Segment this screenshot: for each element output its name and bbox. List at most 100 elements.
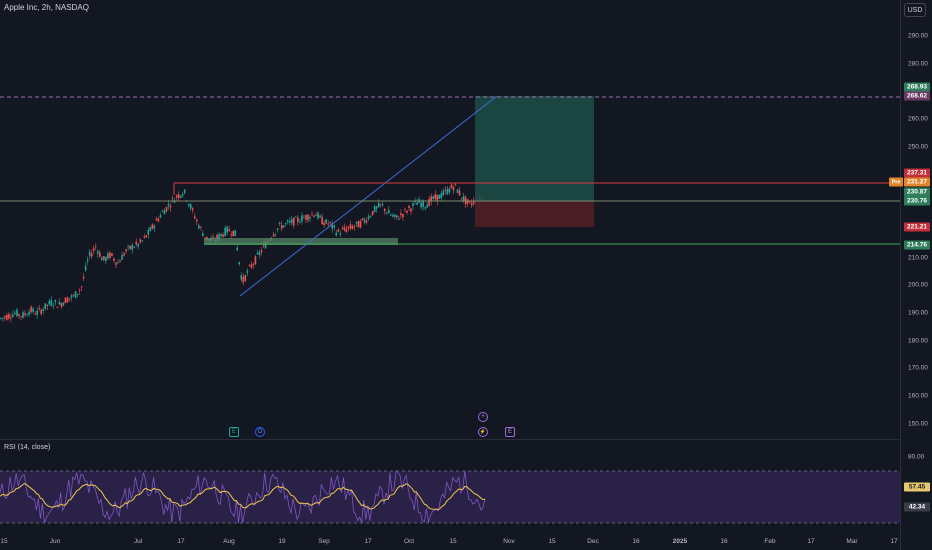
candle-body bbox=[191, 208, 194, 211]
candle-body bbox=[175, 195, 178, 198]
candle-body bbox=[430, 196, 433, 202]
candle-body bbox=[278, 223, 281, 225]
candle-body bbox=[280, 224, 283, 230]
lightning-event-icon[interactable]: ⚡ bbox=[478, 427, 488, 437]
candle-body bbox=[105, 257, 107, 262]
candle-body bbox=[16, 309, 18, 317]
candle-body bbox=[365, 220, 368, 223]
candle-body bbox=[179, 195, 182, 198]
candle-body bbox=[444, 189, 447, 191]
candle-body bbox=[264, 242, 267, 249]
candle-body bbox=[274, 233, 277, 235]
dividend-marker[interactable]: D bbox=[255, 427, 265, 437]
rsi-title[interactable]: RSI (14, close) bbox=[4, 444, 51, 451]
candle-body bbox=[167, 204, 170, 207]
support-zone bbox=[204, 238, 398, 245]
candle-body bbox=[379, 203, 382, 205]
candle-body bbox=[117, 262, 119, 264]
candle-body bbox=[113, 258, 115, 261]
candle-body bbox=[92, 248, 95, 251]
candle-body bbox=[394, 214, 396, 217]
candle-body bbox=[6, 314, 8, 320]
candle-body bbox=[90, 253, 93, 257]
candle-body bbox=[470, 202, 473, 206]
time-axis-label: Oct bbox=[403, 538, 415, 545]
candle-body bbox=[426, 204, 428, 208]
candle-body bbox=[305, 214, 307, 220]
candle-body bbox=[145, 235, 148, 238]
candle-body bbox=[361, 218, 364, 220]
candle-body bbox=[196, 219, 198, 222]
price-axis-label: 210.00 bbox=[908, 254, 928, 262]
candle-body bbox=[468, 201, 471, 203]
candle-body bbox=[169, 206, 172, 208]
symbol-title[interactable]: Apple Inc, 2h, NASDAQ bbox=[4, 3, 89, 12]
candle-body bbox=[0, 318, 2, 319]
candle-body bbox=[52, 305, 55, 307]
time-axis-label: Nov bbox=[503, 538, 515, 545]
candle-body bbox=[299, 221, 301, 223]
candle-body bbox=[402, 214, 404, 218]
candle-body bbox=[367, 216, 370, 219]
earnings-marker-upcoming[interactable]: E bbox=[505, 427, 515, 437]
candle-body bbox=[244, 275, 247, 281]
price-chart[interactable] bbox=[0, 0, 900, 440]
candle-body bbox=[286, 220, 289, 222]
candle-body bbox=[428, 198, 431, 206]
candle-body bbox=[321, 216, 323, 225]
time-axis-label: Jul bbox=[133, 538, 143, 545]
pane-separator[interactable] bbox=[0, 439, 900, 440]
add-event-icon[interactable]: + bbox=[478, 412, 488, 422]
candle-body bbox=[135, 241, 137, 245]
position-stop-zone bbox=[475, 201, 594, 227]
rsi-chart[interactable] bbox=[0, 440, 900, 532]
time-axis-label: 17 bbox=[177, 538, 185, 545]
price-axis-label: 200.00 bbox=[908, 281, 928, 289]
rsi-ma-value-tag: 57.45 bbox=[904, 482, 930, 492]
price-tag: 221.21 bbox=[904, 222, 930, 232]
candle-body bbox=[48, 300, 51, 305]
candle-body bbox=[111, 253, 113, 256]
time-axis-label: 2025 bbox=[672, 538, 688, 545]
candle-body bbox=[341, 228, 344, 230]
candle-body bbox=[72, 294, 75, 296]
candle-body bbox=[454, 183, 457, 185]
candle-body bbox=[406, 210, 408, 213]
earnings-marker[interactable]: E bbox=[229, 427, 239, 437]
candle-body bbox=[222, 234, 224, 237]
candle-body bbox=[331, 223, 334, 229]
currency-button[interactable]: USD bbox=[904, 3, 926, 17]
candle-body bbox=[151, 224, 154, 229]
candle-body bbox=[137, 243, 140, 247]
candle-body bbox=[82, 276, 85, 279]
candle-body bbox=[129, 245, 131, 250]
candle-body bbox=[131, 244, 133, 250]
candle-body bbox=[147, 230, 150, 235]
candle-body bbox=[424, 207, 426, 209]
time-axis-label: 17 bbox=[890, 538, 898, 545]
candle-body bbox=[256, 252, 259, 255]
candles-group bbox=[0, 183, 485, 323]
candle-body bbox=[62, 302, 65, 306]
candle-body bbox=[121, 254, 123, 260]
candle-body bbox=[14, 312, 16, 314]
candle-body bbox=[163, 210, 166, 215]
candle-body bbox=[173, 200, 176, 203]
price-tag: 230.76 bbox=[904, 196, 930, 206]
candle-body bbox=[212, 237, 214, 239]
candle-body bbox=[64, 297, 67, 304]
rsi-line bbox=[0, 469, 486, 524]
price-axis-label: 190.00 bbox=[908, 309, 928, 317]
candle-body bbox=[157, 218, 160, 222]
candle-body bbox=[436, 194, 439, 202]
candle-body bbox=[238, 262, 241, 264]
candle-body bbox=[359, 221, 362, 228]
candle-body bbox=[70, 295, 73, 298]
candle-body bbox=[400, 213, 402, 216]
time-axis-label: 15 bbox=[548, 538, 556, 545]
candle-body bbox=[398, 218, 400, 220]
candle-body bbox=[232, 230, 234, 237]
candle-body bbox=[34, 314, 36, 315]
candle-body bbox=[230, 234, 232, 236]
candle-body bbox=[226, 226, 228, 233]
